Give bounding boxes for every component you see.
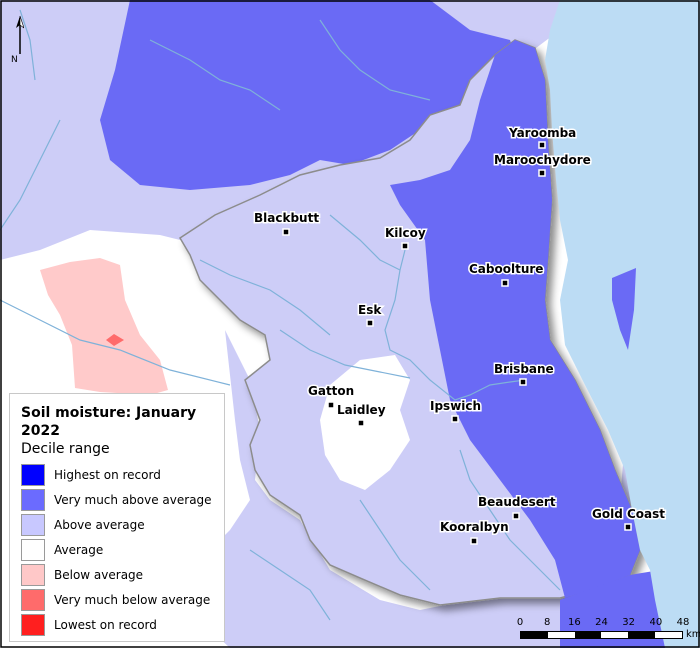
town-label-gatton: Gatton bbox=[308, 384, 354, 398]
scale-tick-label: 16 bbox=[567, 617, 581, 628]
legend-swatch bbox=[21, 538, 45, 561]
scale-unit: km bbox=[686, 629, 700, 640]
town-marker-gatton bbox=[327, 401, 335, 409]
region-very-much-above-north bbox=[100, 0, 520, 190]
legend-item: Very much below average bbox=[21, 587, 214, 612]
town-label-kilcoy: Kilcoy bbox=[385, 226, 426, 240]
town-label-gold-coast: Gold Coast bbox=[592, 507, 665, 521]
region-below-average bbox=[40, 258, 168, 395]
legend-item: Average bbox=[21, 537, 214, 562]
scale-tick-label: 8 bbox=[543, 617, 551, 628]
scale-bar-graphic bbox=[520, 631, 683, 639]
legend-items: Highest on record Very much above average… bbox=[21, 462, 214, 637]
region-very-much-below-average bbox=[106, 334, 124, 346]
legend-swatch bbox=[21, 463, 45, 486]
scale-tick-label: 24 bbox=[595, 617, 608, 628]
town-marker-kooralbyn bbox=[470, 537, 478, 545]
town-label-beaudesert: Beaudesert bbox=[478, 495, 556, 509]
legend-swatch bbox=[21, 563, 45, 586]
town-marker-laidley bbox=[357, 419, 365, 427]
town-label-caboolture: Caboolture bbox=[469, 262, 543, 276]
rivers bbox=[0, 9, 561, 621]
scale-tick-label: 40 bbox=[649, 617, 663, 628]
legend-label: Highest on record bbox=[54, 467, 161, 482]
town-label-brisbane: Brisbane bbox=[494, 362, 554, 376]
legend-label: Below average bbox=[54, 567, 144, 582]
north-arrow-icon bbox=[16, 15, 24, 54]
region-above-average-southwest bbox=[180, 330, 600, 648]
town-markers bbox=[282, 141, 632, 545]
town-marker-gold-coast bbox=[624, 523, 632, 531]
legend-subtitle: Decile range bbox=[21, 441, 110, 457]
scale-segment bbox=[521, 632, 548, 638]
region-very-much-above-island bbox=[612, 268, 636, 350]
town-marker-blackbutt bbox=[282, 228, 290, 236]
town-marker-caboolture bbox=[501, 279, 509, 287]
scale-segment bbox=[655, 632, 682, 638]
scale-segment bbox=[601, 632, 629, 638]
town-marker-kilcoy bbox=[401, 242, 409, 250]
scale-tick-label: 48 bbox=[676, 617, 690, 628]
legend-label: Very much above average bbox=[54, 492, 212, 507]
legend-item: Very much above average bbox=[21, 487, 214, 512]
legend-title: Soil moisture: January 2022 bbox=[21, 405, 197, 439]
legend-label: Average bbox=[54, 542, 104, 557]
legend-item: Below average bbox=[21, 562, 214, 587]
town-marker-maroochydore bbox=[538, 169, 546, 177]
legend: Soil moisture: January 2022 Decile range… bbox=[9, 393, 225, 642]
legend-swatch bbox=[21, 613, 45, 636]
north-label: N bbox=[11, 55, 18, 65]
town-label-yaroomba: Yaroomba bbox=[508, 126, 576, 140]
town-label-ipswich: Ipswich bbox=[430, 399, 481, 413]
town-marker-brisbane bbox=[519, 378, 527, 386]
legend-swatch bbox=[21, 488, 45, 511]
town-label-esk: Esk bbox=[358, 303, 382, 317]
legend-item: Above average bbox=[21, 512, 214, 537]
town-marker-esk bbox=[366, 319, 374, 327]
region-very-much-above-east bbox=[390, 40, 640, 598]
scale-segment bbox=[628, 632, 656, 638]
north-arrow: N bbox=[8, 14, 24, 66]
scale-segment bbox=[547, 632, 575, 638]
legend-swatch bbox=[21, 588, 45, 611]
scale-tick-label: 32 bbox=[622, 617, 636, 628]
legend-item: Highest on record bbox=[21, 462, 214, 487]
town-label-blackbutt: Blackbutt bbox=[254, 211, 319, 225]
town-marker-beaudesert bbox=[512, 512, 520, 520]
town-marker-ipswich bbox=[451, 415, 459, 423]
town-marker-yaroomba bbox=[538, 141, 546, 149]
scale-tick-label: 0 bbox=[516, 617, 524, 628]
legend-label: Above average bbox=[54, 517, 145, 532]
town-label-kooralbyn: Kooralbyn bbox=[440, 520, 509, 534]
legend-label: Very much below average bbox=[54, 592, 211, 607]
scale-segment bbox=[574, 632, 602, 638]
town-label-maroochydore: Maroochydore bbox=[494, 153, 591, 167]
legend-label: Lowest on record bbox=[54, 617, 157, 632]
town-label-laidley: Laidley bbox=[337, 403, 386, 417]
legend-item: Lowest on record bbox=[21, 612, 214, 637]
region-average-lockyer bbox=[320, 355, 410, 490]
legend-swatch bbox=[21, 513, 45, 536]
